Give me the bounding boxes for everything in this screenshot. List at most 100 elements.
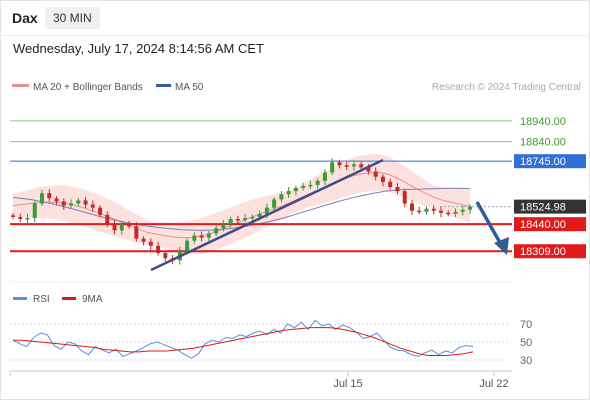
candle-body (337, 162, 342, 166)
candle-body (18, 216, 23, 220)
candle-body (185, 240, 190, 252)
candle-body (235, 219, 240, 221)
bollinger-band-fill (13, 154, 470, 255)
candle-body (344, 165, 349, 167)
x-tick-label-jul15: Jul 15 (333, 378, 362, 390)
key-levels: 18940.00 18840.00 18745.00 18524.98 18440.00… (10, 116, 586, 259)
symbol-title: Dax (12, 10, 38, 26)
candle-body (206, 233, 211, 238)
rsi-9ma-line (13, 327, 474, 356)
timeframe-badge[interactable]: 30 MIN (45, 7, 100, 29)
candle-body (395, 187, 400, 192)
candle-body (243, 217, 248, 221)
candle-body (228, 219, 233, 225)
ma20-legend-label: MA 20 + Bollinger Bands (33, 82, 143, 93)
candle-body (366, 167, 371, 172)
candle-body (315, 180, 320, 185)
ma50-legend-swatch (156, 84, 171, 87)
level-label-18440.00: 18440.00 (520, 219, 566, 231)
candle-body (301, 185, 306, 189)
uptrend-line (150, 158, 384, 272)
candle-body (409, 203, 414, 211)
candle-body (402, 191, 407, 204)
candle-body (61, 201, 66, 206)
rsi-legend-label: RSI (33, 294, 50, 305)
candle-body (293, 188, 298, 192)
rsi-ma-legend-swatch (62, 297, 76, 300)
candle-body (359, 164, 364, 168)
downside-arrow-head (494, 237, 509, 255)
ma20-legend-swatch (12, 84, 29, 87)
downside-arrow-shaft (475, 201, 505, 249)
level-label-box-18745.00 (514, 154, 586, 169)
rsi-pane: 70 50 30 (10, 319, 532, 367)
candle-body (221, 224, 226, 229)
chart-datetime: Wednesday, July 17, 2024 8:14:56 AM CET (13, 41, 264, 56)
rsi-ma-legend-label: 9MA (82, 294, 103, 305)
candle-body (424, 208, 429, 212)
rsi-tick-50: 50 (520, 337, 532, 349)
candle-body (468, 206, 472, 210)
candle-body (308, 184, 313, 187)
level-label-box-18309.00 (514, 244, 586, 259)
candle-body (32, 203, 37, 218)
candle-body (388, 181, 393, 187)
candle-body (214, 228, 219, 234)
candle-body (105, 214, 110, 225)
candle-body (460, 209, 465, 212)
candle-body (286, 191, 291, 195)
candle-body (330, 162, 335, 173)
candle-body (272, 199, 277, 208)
ma20-line (12, 172, 471, 239)
candle-body (83, 200, 88, 205)
bollinger-bands (13, 154, 470, 255)
level-label-box-18524.98 (514, 199, 586, 214)
candle-body (279, 194, 284, 200)
chart-header: Dax 30 MIN (0, 0, 590, 36)
candle-body (112, 224, 117, 231)
candle-body (438, 210, 443, 213)
x-tick-label-jul22: Jul 22 (479, 378, 508, 390)
candle-body (54, 198, 59, 202)
candle-body (257, 213, 262, 217)
level-label-18309.00: 18309.00 (520, 246, 566, 258)
ma50-legend-label: MA 50 (175, 82, 204, 93)
candle-body (351, 164, 356, 167)
candle-body (69, 203, 74, 206)
level-label-18524.98: 18524.98 (520, 202, 566, 214)
candle-body (192, 235, 197, 241)
rsi-legend-swatch (13, 297, 27, 300)
candle-body (11, 215, 15, 217)
candle-body (199, 235, 204, 238)
candle-body (141, 238, 146, 242)
candle-body (380, 176, 385, 182)
candle-body (156, 245, 161, 254)
candle-body (431, 208, 436, 211)
rsi-tick-70: 70 (520, 319, 532, 331)
rsi-tick-30: 30 (520, 355, 532, 367)
candle-body (148, 241, 153, 246)
candle-body (47, 193, 52, 199)
candle-body (25, 217, 30, 220)
candle-body (98, 207, 103, 215)
candle-body (90, 204, 95, 208)
level-label-box-18440.00 (514, 217, 586, 232)
research-credit: Research © 2024 Trading Central (432, 82, 581, 93)
candle-body (163, 253, 168, 259)
candle-body (373, 171, 378, 177)
candle-body (322, 172, 327, 181)
candle-body (119, 224, 124, 231)
level-label-18745.00: 18745.00 (520, 156, 566, 168)
candle-body (76, 200, 81, 204)
candle-body (40, 193, 45, 204)
level-label-18940.00: 18940.00 (520, 116, 566, 128)
rsi-line (12, 319, 474, 359)
candle-body (264, 207, 269, 214)
candle-body (453, 211, 458, 214)
candle-body (250, 216, 255, 219)
candle-body (134, 226, 139, 239)
candle-body (127, 224, 132, 227)
candle-body (446, 212, 451, 215)
candle-body (417, 210, 422, 213)
level-label-18840.00: 18840.00 (520, 137, 566, 149)
